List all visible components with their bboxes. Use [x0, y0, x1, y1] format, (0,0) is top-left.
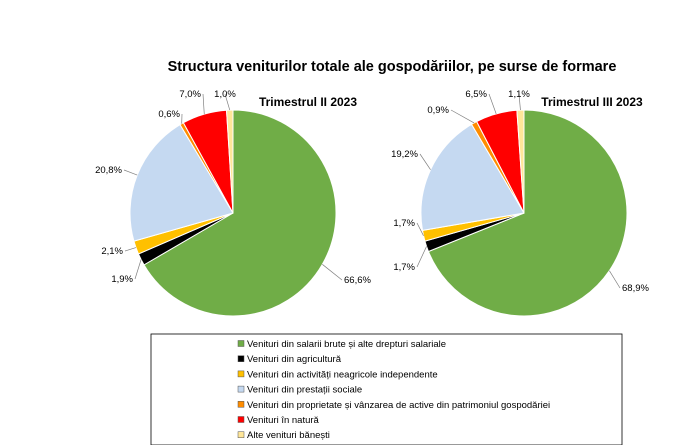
leader-line-agricultura-q2: [134, 259, 142, 280]
legend-label-alte-venituri: Alte venituri bănești: [247, 430, 330, 441]
pie-chart-q3: Trimestrul III 2023 68,9% 1,7% 1,7% 19,2% 0,…: [391, 89, 649, 317]
data-label-agricultura-q2: 1,9%: [111, 274, 133, 285]
legend-label-in-natura: Venituri în natură: [247, 415, 320, 426]
slice-alte-venituri-q3: [516, 109, 525, 214]
leader-line-activitati-neagricole-q3: [416, 222, 424, 236]
leader-line-alte-venituri-q3: [518, 93, 521, 111]
leader-line-salarii-q2: [322, 264, 343, 281]
data-label-agricultura-q3: 1,7%: [393, 262, 415, 273]
slice-salarii-q2: [143, 109, 337, 317]
data-label-salarii-q2: 66,6%: [344, 275, 371, 286]
leader-line-salarii-q3: [609, 270, 621, 289]
slice-prestatii-sociale-q3: [420, 123, 525, 231]
leader-line-activitati-neagricole-q2: [124, 247, 137, 252]
legend-label-proprietate: Venituri din proprietate și vânzarea de …: [247, 400, 550, 411]
pie-chart-q2: Trimestrul II 2023 66,6% 1,9% 2,1% 20,8% 0,6…: [95, 89, 371, 317]
slice-alte-venituri-q2: [225, 109, 234, 214]
legend-label-agricultura: Venituri din agricultură: [247, 354, 342, 365]
slice-salarii-q3: [427, 109, 628, 317]
legend-swatch-activitati-neagricole: [237, 370, 245, 378]
legend-swatch-agricultura: [237, 355, 245, 362]
leader-line-alte-venituri-q2: [224, 93, 231, 111]
leader-line-proprietate-q3: [450, 109, 475, 124]
legend-swatch-proprietate: [237, 401, 245, 408]
legend: Venituri din salarii brute și alte drept…: [150, 333, 623, 445]
data-label-proprietate-q3: 0,9%: [427, 105, 449, 116]
leader-line-prestatii-sociale-q2: [123, 169, 138, 176]
leader-line-agricultura-q3: [416, 246, 427, 268]
data-label-alte-venituri-q3: 1,1%: [508, 89, 530, 100]
leader-line-in-natura-q3: [488, 93, 497, 114]
legend-swatch-prestatii-sociale: [237, 385, 245, 393]
data-label-prestatii-sociale-q3: 19,2%: [391, 149, 418, 160]
legend-swatch-alte-venituri: [237, 431, 245, 438]
pie-title-q2: Trimestrul II 2023: [259, 95, 357, 109]
data-label-in-natura-q3: 6,5%: [465, 89, 487, 100]
legend-label-prestatii-sociale: Venituri din prestații sociale: [247, 385, 362, 396]
data-label-proprietate-q2: 0,6%: [158, 109, 180, 120]
chart-title: Structura veniturilor totale ale gospodă…: [168, 59, 617, 75]
legend-swatch-in-natura: [237, 416, 245, 423]
data-label-alte-venituri-q2: 1,0%: [214, 89, 236, 100]
slice-prestatii-sociale-q2: [129, 123, 234, 242]
leader-line-prestatii-sociale-q3: [419, 153, 431, 170]
legend-label-activitati-neagricole: Venituri din activități neagricole indep…: [247, 369, 438, 380]
leader-line-in-natura-q2: [202, 93, 205, 115]
data-label-activitati-neagricole-q2: 2,1%: [101, 246, 123, 257]
data-label-salarii-q3: 68,9%: [622, 283, 649, 294]
data-label-in-natura-q2: 7,0%: [179, 89, 201, 100]
pie-title-q3: Trimestrul III 2023: [541, 95, 643, 109]
legend-label-salarii: Venituri din salarii brute și alte drept…: [247, 339, 446, 350]
data-label-prestatii-sociale-q2: 20,8%: [95, 165, 122, 176]
legend-box: [150, 333, 623, 445]
legend-swatch-salarii: [237, 340, 245, 347]
data-label-activitati-neagricole-q3: 1,7%: [393, 218, 415, 229]
